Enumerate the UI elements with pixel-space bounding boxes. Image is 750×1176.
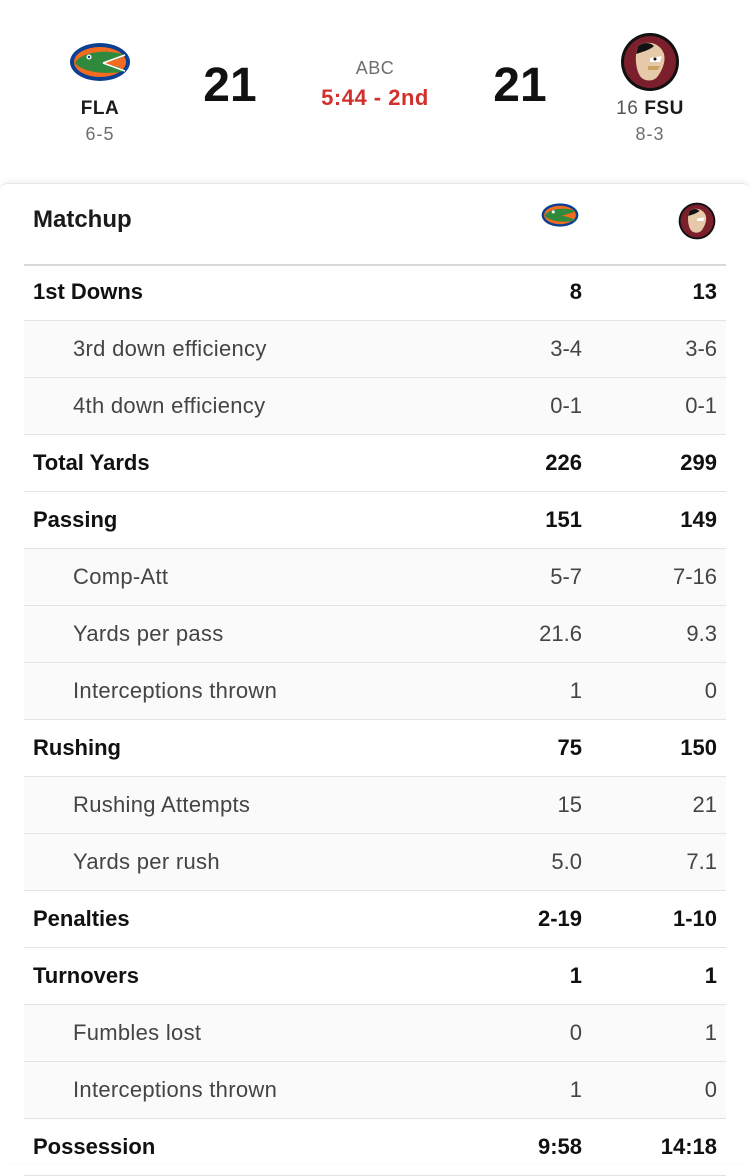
stat-home-value: 149 (680, 507, 717, 532)
stat-home-value: 0 (704, 678, 717, 703)
stat-label: Total Yards (33, 450, 150, 475)
home-score: 21 (493, 59, 547, 112)
stat-label: 4th down efficiency (73, 393, 266, 418)
stat-row-yards-per-rush: Yards per rush 5.0 7.1 (24, 834, 726, 891)
away-team-record: 6-5 (85, 124, 115, 144)
stat-rows: 1st Downs 8 13 3rd down efficiency 3-4 3… (24, 264, 726, 1176)
stat-away-value: 3-4 (550, 336, 582, 361)
stat-label: Comp-Att (73, 564, 169, 589)
broadcast-network: ABC (355, 58, 395, 78)
stat-row-first-downs: 1st Downs 8 13 (24, 264, 726, 321)
scoreboard: FLA 6-5 21 ABC 5:44 - 2nd 21 16 FSU 8-3 (0, 0, 750, 184)
stat-away-value: 1 (569, 1077, 582, 1102)
stat-label: Interceptions thrown (73, 678, 278, 703)
stat-row-possession: Possession 9:58 14:18 (24, 1119, 726, 1176)
home-team-abbr-text: FSU (644, 98, 684, 119)
gator-logo-icon (541, 202, 579, 233)
stat-home-value: 299 (680, 450, 717, 475)
home-team[interactable]: 16 FSU 8-3 (580, 30, 720, 145)
stat-row-third-down-efficiency: 3rd down efficiency 3-4 3-6 (24, 321, 726, 378)
stat-home-value: 13 (692, 279, 717, 304)
home-team-abbr: 16 FSU (580, 98, 720, 120)
stat-label: Penalties (33, 906, 130, 931)
stat-home-value: 150 (680, 735, 717, 760)
stat-home-value: 0 (704, 1077, 717, 1102)
stat-home-value: 7.1 (686, 849, 717, 874)
stat-label: Rushing Attempts (73, 792, 251, 817)
stat-label: 3rd down efficiency (73, 336, 267, 361)
stat-label: Passing (33, 507, 118, 532)
stat-home-value: 21 (692, 792, 717, 817)
stat-row-turnovers: Turnovers 1 1 (24, 948, 726, 1005)
matchup-header: Matchup (24, 184, 726, 266)
stat-label: Fumbles lost (73, 1020, 202, 1045)
stat-row-passing: Passing 151 149 (24, 492, 726, 549)
stat-label: Interceptions thrown (73, 1077, 278, 1102)
seminole-logo-icon (678, 202, 716, 245)
stat-away-value: 5.0 (551, 849, 582, 874)
stat-row-interceptions-thrown-turnovers: Interceptions thrown 1 0 (24, 1062, 726, 1119)
stat-away-value: 9:58 (537, 1134, 582, 1159)
stat-away-value: 2-19 (537, 906, 582, 931)
stat-home-value: 1 (704, 963, 717, 988)
stat-row-rushing: Rushing 75 150 (24, 720, 726, 777)
stat-label: 1st Downs (33, 279, 144, 304)
stat-home-value: 1-10 (672, 906, 717, 931)
away-team[interactable]: FLA 6-5 (30, 30, 170, 145)
stat-away-value: 151 (545, 507, 582, 532)
stat-row-yards-per-pass: Yards per pass 21.6 9.3 (24, 606, 726, 663)
stat-row-fumbles-lost: Fumbles lost 0 1 (24, 1005, 726, 1062)
home-team-rank: 16 (616, 98, 639, 119)
home-team-record: 8-3 (635, 124, 665, 144)
game-status: ABC 5:44 - 2nd (290, 58, 460, 111)
stat-label: Turnovers (33, 963, 139, 988)
stat-home-value: 14:18 (660, 1134, 717, 1159)
stat-label: Yards per pass (73, 621, 224, 646)
stat-away-value: 5-7 (550, 564, 582, 589)
matchup-title: Matchup (33, 206, 132, 233)
stat-row-comp-att: Comp-Att 5-7 7-16 (24, 549, 726, 606)
stat-row-interceptions-thrown: Interceptions thrown 1 0 (24, 663, 726, 720)
stat-row-rushing-attempts: Rushing Attempts 15 21 (24, 777, 726, 834)
away-team-abbr-text: FLA (80, 98, 120, 119)
stat-away-value: 0-1 (550, 393, 582, 418)
stat-away-value: 1 (569, 678, 582, 703)
matchup-card: Matchup 1st Downs 8 13 3r (0, 183, 750, 1176)
stat-row-penalties: Penalties 2-19 1-10 (24, 891, 726, 948)
stat-away-value: 1 (569, 963, 582, 988)
stat-away-value: 8 (569, 279, 582, 304)
seminole-logo-icon (580, 30, 720, 94)
stat-row-total-yards: Total Yards 226 299 (24, 435, 726, 492)
stat-away-value: 0 (569, 1020, 582, 1045)
stat-away-value: 75 (557, 735, 582, 760)
stat-label: Rushing (33, 735, 121, 760)
stat-away-value: 15 (557, 792, 582, 817)
stat-home-value: 1 (704, 1020, 717, 1045)
stat-home-value: 0-1 (685, 393, 717, 418)
away-score: 21 (203, 59, 257, 112)
stat-away-value: 226 (545, 450, 582, 475)
stat-away-value: 21.6 (539, 621, 582, 646)
stat-home-value: 3-6 (685, 336, 717, 361)
gator-logo-icon (30, 30, 170, 94)
away-team-abbr: FLA (30, 98, 170, 120)
stat-row-fourth-down-efficiency: 4th down efficiency 0-1 0-1 (24, 378, 726, 435)
stat-home-value: 9.3 (686, 621, 717, 646)
game-clock: 5:44 - 2nd (321, 85, 429, 110)
stat-label: Yards per rush (73, 849, 220, 874)
stat-home-value: 7-16 (672, 564, 717, 589)
stat-label: Possession (33, 1134, 156, 1159)
